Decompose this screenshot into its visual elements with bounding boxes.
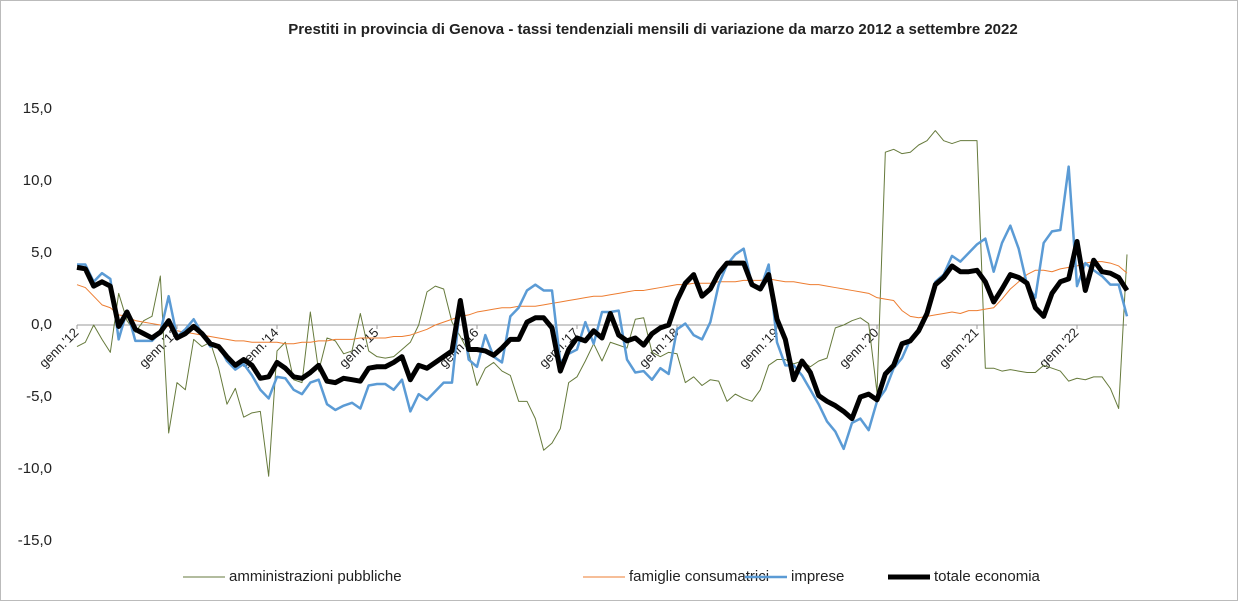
y-tick-label: 15,0 bbox=[23, 100, 52, 117]
legend-label: famiglie consumatrici bbox=[629, 568, 769, 585]
y-tick-label: 5,0 bbox=[31, 244, 52, 261]
series-line bbox=[76, 130, 1128, 477]
legend-label: amministrazioni pubbliche bbox=[229, 568, 402, 585]
legend-label: imprese bbox=[791, 568, 844, 585]
y-tick-label: -15,0 bbox=[18, 532, 52, 549]
y-tick-label: 10,0 bbox=[23, 172, 52, 189]
series-line bbox=[76, 261, 1128, 345]
y-tick-label: -10,0 bbox=[18, 460, 52, 477]
chart-title: Prestiti in provincia di Genova - tassi … bbox=[288, 21, 1017, 38]
series-line bbox=[76, 238, 1130, 422]
legend-label: totale economia bbox=[934, 568, 1041, 585]
y-tick-label: -5,0 bbox=[26, 388, 52, 405]
series-line bbox=[77, 165, 1129, 451]
y-tick-label: 0,0 bbox=[31, 316, 52, 333]
